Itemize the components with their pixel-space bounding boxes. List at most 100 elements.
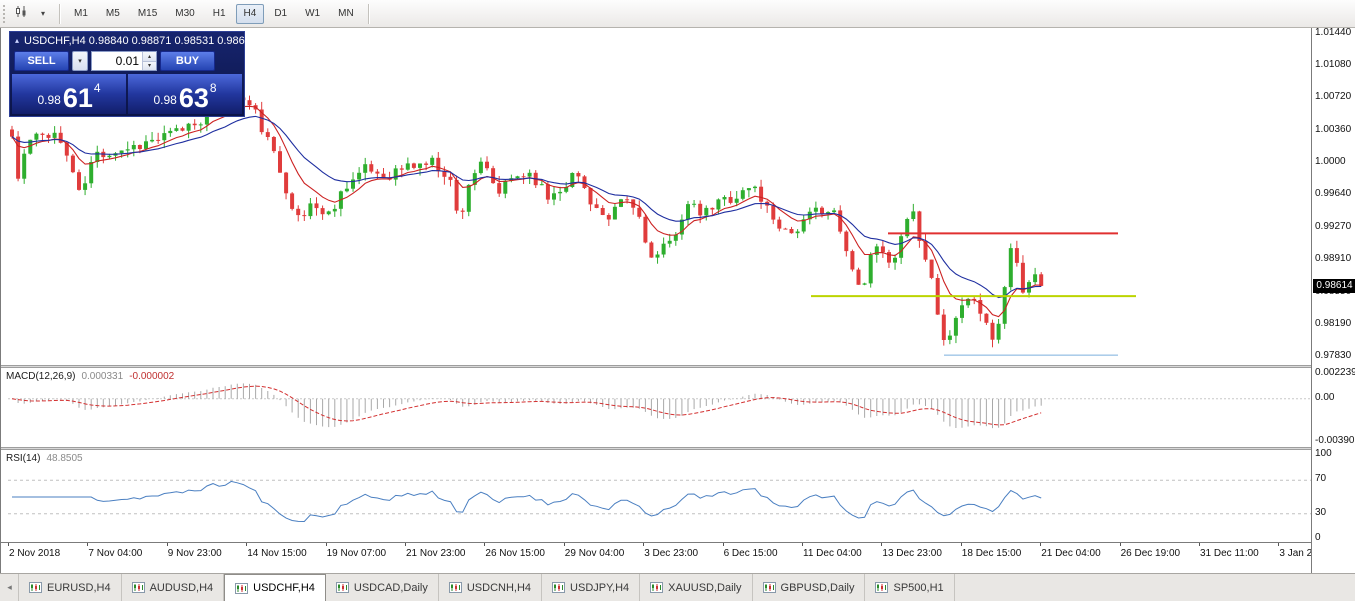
spinner-down-icon[interactable]: ▾ bbox=[143, 60, 156, 70]
timeframe-button-m30[interactable]: M30 bbox=[175, 8, 195, 19]
volume-dropdown-button[interactable]: ▾ bbox=[72, 51, 88, 71]
chevron-down-icon: ▾ bbox=[40, 9, 45, 18]
sell-button[interactable]: SELL bbox=[14, 51, 69, 71]
time-tick bbox=[325, 543, 327, 546]
tab-list-icon[interactable]: ◂ bbox=[1, 574, 19, 601]
chart-tab-icon bbox=[875, 582, 889, 593]
buy-price-button[interactable]: 0.98 63 8 bbox=[128, 74, 242, 114]
rsi-axis-label: 0 bbox=[1315, 532, 1321, 543]
time-axis-label: 7 Nov 04:00 bbox=[88, 548, 143, 559]
panel-splitter[interactable] bbox=[1, 447, 1355, 450]
time-tick bbox=[246, 543, 248, 546]
price-axis-label: 0.98190 bbox=[1315, 318, 1352, 329]
chart-tab-icon bbox=[448, 582, 462, 593]
rsi-plot[interactable] bbox=[8, 451, 1311, 542]
macd-label: MACD(12,26,9) 0.000331 -0.000002 bbox=[6, 371, 175, 382]
chart-tab-label: GBPUSD,Daily bbox=[780, 581, 855, 594]
buy-price-base: 0.98 bbox=[153, 93, 177, 107]
volume-value: 0.01 bbox=[115, 54, 139, 68]
volume-input[interactable]: 0.01 ▴ ▾ bbox=[91, 51, 157, 71]
time-tick bbox=[166, 543, 168, 546]
chart-type-button[interactable] bbox=[11, 3, 31, 25]
chevron-down-icon: ▾ bbox=[78, 58, 82, 65]
time-axis-label: 26 Dec 19:00 bbox=[1120, 548, 1181, 559]
chart-tab-audusd-h4[interactable]: AUDUSD,H4 bbox=[122, 574, 225, 601]
chart-title-bar: ▴ USDCHF,H4 0.98840 0.98871 0.98531 0.98… bbox=[10, 32, 257, 49]
chart-tab-icon bbox=[131, 582, 145, 593]
time-axis-label: 11 Dec 04:00 bbox=[803, 548, 862, 559]
collapse-arrow-icon[interactable]: ▴ bbox=[15, 36, 20, 45]
chart-tab-icon bbox=[29, 582, 42, 593]
time-tick bbox=[960, 543, 962, 546]
price-axis-label: 1.00360 bbox=[1315, 124, 1352, 135]
time-tick bbox=[1119, 543, 1121, 546]
price-axis-label: 1.01080 bbox=[1315, 59, 1352, 70]
time-axis-label: 29 Nov 04:00 bbox=[564, 548, 625, 559]
chart-tab-icon bbox=[552, 582, 566, 593]
chart-tab-label: EURUSD,H4 bbox=[47, 581, 111, 594]
one-click-trading-panel: ▴ USDCHF,H4 0.98840 0.98871 0.98531 0.98… bbox=[9, 31, 257, 117]
time-axis-label: 3 Jan 23:00 bbox=[1279, 548, 1332, 559]
sell-price-button[interactable]: 0.98 61 4 bbox=[12, 74, 126, 114]
toolbar-separator bbox=[367, 3, 369, 24]
toolbar-grip[interactable] bbox=[3, 4, 7, 23]
chart-tab-eurusd-h4[interactable]: EURUSD,H4 bbox=[19, 574, 122, 601]
time-axis-label: 19 Nov 07:00 bbox=[326, 548, 387, 559]
macd-axis-label: 0.002239 bbox=[1315, 367, 1355, 378]
timeframe-button-h1[interactable]: H1 bbox=[212, 8, 226, 19]
price-axis[interactable]: 0.98614 1.01440 1.01080 1.00720 1.00360 1.00… bbox=[1311, 27, 1355, 573]
macd-panel: MACD(12,26,9) 0.000331 -0.000002 bbox=[1, 368, 1311, 447]
price-axis-label: 1.01440 bbox=[1315, 27, 1352, 38]
chart-ohlc-title: USDCHF,H4 0.98840 0.98871 0.98531 0.9861… bbox=[24, 34, 258, 47]
timeframe-button-m5[interactable]: M5 bbox=[105, 8, 120, 19]
chart-type-dropdown[interactable]: ▾ bbox=[33, 3, 53, 25]
time-tick bbox=[563, 543, 565, 546]
time-tick bbox=[1040, 543, 1042, 546]
chart-tab-usdjpy-h4[interactable]: USDJPY,H4 bbox=[542, 574, 641, 601]
sell-price-point: 4 bbox=[93, 81, 101, 95]
time-tick bbox=[643, 543, 645, 546]
timeframe-group: M1 M5 M15 M30 H1 H4 D1 W1 MN bbox=[65, 3, 363, 24]
time-tick bbox=[1199, 543, 1200, 546]
toolbar-separator bbox=[59, 3, 60, 24]
timeframe-button-m15[interactable]: M15 bbox=[137, 8, 158, 19]
time-axis-label: 21 Nov 23:00 bbox=[406, 548, 466, 559]
price-axis-label: 1.0000 bbox=[1315, 156, 1346, 167]
timeframe-button-d1[interactable]: D1 bbox=[274, 8, 288, 19]
rsi-panel: RSI(14) 48.8505 bbox=[1, 450, 1311, 542]
buy-price-pips: 63 bbox=[178, 83, 209, 114]
sell-price-pips: 61 bbox=[62, 83, 93, 114]
main-chart-plot[interactable] bbox=[8, 29, 1311, 364]
chart-tab-xauusd-daily[interactable]: XAUUSD,Daily bbox=[640, 574, 753, 601]
time-axis-label: 14 Nov 15:00 bbox=[247, 548, 307, 559]
macd-value: 0.000331 bbox=[81, 371, 124, 382]
timeframe-button-mn[interactable]: MN bbox=[338, 8, 354, 19]
chart-tab-usdcnh-h4[interactable]: USDCNH,H4 bbox=[439, 574, 543, 601]
time-tick bbox=[722, 543, 724, 546]
spinner-up-icon[interactable]: ▴ bbox=[143, 52, 156, 61]
time-tick bbox=[881, 543, 883, 546]
chart-tab-label: SP500,H1 bbox=[893, 581, 944, 594]
chart-window: ▴ USDCHF,H4 0.98840 0.98871 0.98531 0.98… bbox=[0, 27, 1355, 573]
chart-tab-sp500-h1[interactable]: SP500,H1 bbox=[865, 574, 955, 601]
price-axis-label: 0.98910 bbox=[1315, 253, 1352, 264]
macd-plot[interactable] bbox=[8, 369, 1311, 447]
chart-tab-usdchf-h4[interactable]: USDCHF,H4 bbox=[224, 574, 326, 601]
rsi-label: RSI(14) 48.8505 bbox=[6, 453, 83, 464]
time-axis-label: 18 Dec 15:00 bbox=[961, 548, 1022, 559]
chart-tab-label: USDCHF,H4 bbox=[253, 582, 315, 594]
buy-button[interactable]: BUY bbox=[160, 51, 215, 71]
time-axis[interactable]: 2 Nov 2018 7 Nov 04:00 9 Nov 23:00 14 Nov 1… bbox=[1, 542, 1332, 573]
price-axis-label: 1.00720 bbox=[1315, 91, 1352, 102]
chart-tabs-bar: ◂ EURUSD,H4 AUDUSD,H4 USDCHF,H4 USDCAD,Dail… bbox=[0, 573, 1355, 601]
chart-tab-gbpusd-daily[interactable]: GBPUSD,Daily bbox=[753, 574, 866, 601]
volume-spinner: ▴ ▾ bbox=[142, 52, 156, 70]
chart-tab-usdcad-daily[interactable]: USDCAD,Daily bbox=[326, 574, 439, 601]
timeframe-button-h4[interactable]: H4 bbox=[235, 3, 265, 24]
panel-splitter[interactable] bbox=[1, 365, 1355, 368]
time-axis-label: 9 Nov 23:00 bbox=[167, 548, 222, 559]
rsi-axis-label: 100 bbox=[1315, 448, 1332, 459]
timeframe-button-w1[interactable]: W1 bbox=[305, 8, 321, 19]
timeframe-button-m1[interactable]: M1 bbox=[74, 8, 88, 19]
